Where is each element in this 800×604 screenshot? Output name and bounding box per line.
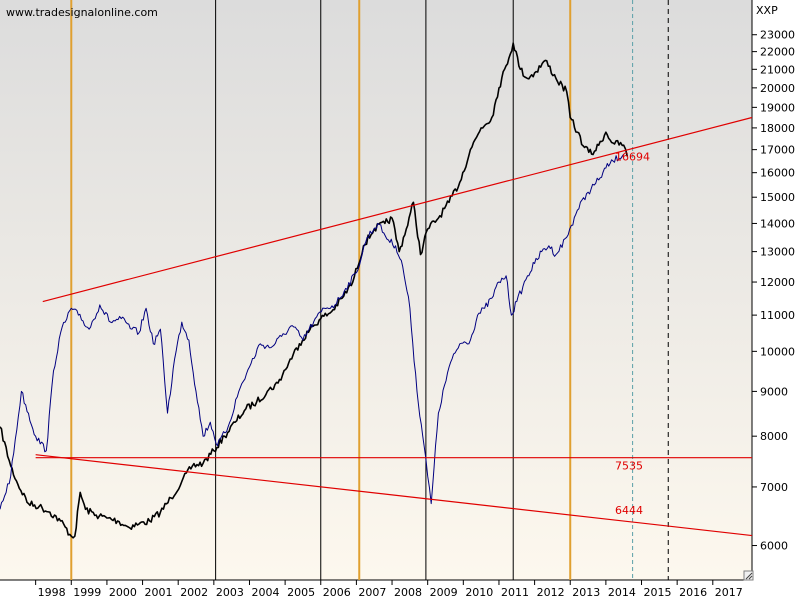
price-label-16694: 16694 bbox=[615, 151, 650, 164]
y-tick-label: 9000 bbox=[760, 385, 788, 398]
x-tick-label: 2009 bbox=[430, 586, 458, 599]
x-tick-label: 2017 bbox=[715, 586, 743, 599]
trendlines: 7535 6444 16694 bbox=[35, 116, 753, 537]
x-tick-label: 2014 bbox=[608, 586, 636, 599]
x-tick-label: 2000 bbox=[109, 586, 137, 599]
watermark-text: www.tradesignalonline.com bbox=[6, 6, 158, 19]
y-tick-label: 6000 bbox=[760, 540, 788, 553]
y-tick-label: 10000 bbox=[760, 345, 795, 358]
trendline bbox=[35, 454, 753, 537]
trendline bbox=[42, 116, 753, 303]
series-black-line bbox=[0, 42, 629, 539]
y-tick-label: 21000 bbox=[760, 63, 795, 76]
y-tick-label: 15000 bbox=[760, 191, 795, 204]
x-tick-label: 2001 bbox=[145, 586, 173, 599]
y-axis-ticks: 6000 7000 8000 9000 10000 11000 12000 13000 1400… bbox=[752, 29, 795, 553]
trendline-label-7535: 7535 bbox=[615, 460, 643, 473]
y-axis-panel bbox=[752, 0, 800, 600]
series-blue-line bbox=[0, 153, 625, 510]
x-axis-ticks: 1998 1999 2000 2001 2002 2003 2004 2005 2006 2007… bbox=[35, 580, 743, 599]
x-tick-label: 2004 bbox=[251, 586, 279, 599]
x-tick-label: 2010 bbox=[465, 586, 493, 599]
y-tick-label: 20000 bbox=[760, 82, 795, 95]
y-tick-label: 12000 bbox=[760, 276, 795, 289]
y-tick-label: 8000 bbox=[760, 430, 788, 443]
trendline-label-6444: 6444 bbox=[615, 504, 643, 517]
x-tick-label: 2008 bbox=[394, 586, 422, 599]
x-tick-label: 1998 bbox=[38, 586, 66, 599]
x-tick-label: 2016 bbox=[679, 586, 707, 599]
x-tick-label: 2007 bbox=[358, 586, 386, 599]
y-tick-label: 7000 bbox=[760, 481, 788, 494]
resize-grip-icon[interactable] bbox=[743, 570, 754, 581]
y-tick-label: 14000 bbox=[760, 217, 795, 230]
vertical-lines bbox=[70, 0, 669, 580]
y-tick-label: 11000 bbox=[760, 309, 795, 322]
series-layer bbox=[0, 42, 629, 539]
plot-background bbox=[0, 0, 752, 580]
y-tick-label: 23000 bbox=[760, 29, 795, 42]
y-tick-label: 13000 bbox=[760, 246, 795, 259]
x-tick-label: 2013 bbox=[572, 586, 600, 599]
x-tick-label: 2002 bbox=[180, 586, 208, 599]
x-tick-label: 1999 bbox=[73, 586, 101, 599]
x-tick-label: 2003 bbox=[216, 586, 244, 599]
y-tick-label: 18000 bbox=[760, 122, 795, 135]
y-tick-label: 22000 bbox=[760, 46, 795, 59]
y-tick-label: 17000 bbox=[760, 144, 795, 157]
x-tick-label: 2015 bbox=[644, 586, 672, 599]
y-tick-label: 19000 bbox=[760, 101, 795, 114]
x-axis-panel bbox=[0, 580, 800, 600]
symbol-label: XXP bbox=[756, 4, 778, 17]
x-tick-label: 2011 bbox=[501, 586, 529, 599]
x-tick-label: 2006 bbox=[323, 586, 351, 599]
x-tick-label: 2005 bbox=[287, 586, 315, 599]
x-tick-label: 2012 bbox=[537, 586, 565, 599]
y-tick-label: 16000 bbox=[760, 167, 795, 180]
